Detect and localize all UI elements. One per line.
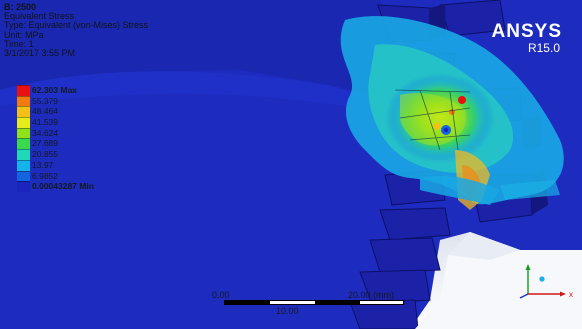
legend-row: 0.00043287 Min <box>17 181 157 192</box>
legend-label: 55.379 <box>32 95 58 106</box>
legend-swatch <box>17 106 30 118</box>
scale-ruler: 0.00 20.00 (mm) 10.00 <box>210 290 420 320</box>
result-type: Type: Equivalent (von-Mises) Stress <box>4 20 149 31</box>
legend-row: 41.539 <box>17 117 157 128</box>
legend-row: 13.97 <box>17 159 157 171</box>
legend-swatch <box>17 181 30 192</box>
logo-version: R15.0 <box>527 41 560 55</box>
legend-row: 55.379 <box>17 95 157 107</box>
legend-label: 48.464 <box>32 106 58 117</box>
result-name: Equivalent Stress <box>4 11 75 22</box>
result-details: B: 2500 Equivalent Stress Type: Equivale… <box>4 2 149 59</box>
scale-mid-label: 10.00 <box>276 306 299 316</box>
legend-row: 34.624 <box>17 127 157 139</box>
result-unit: Unit: MPa <box>4 29 44 40</box>
scale-bar-graphic <box>224 300 404 305</box>
legend-row: 6.9852 <box>17 170 157 182</box>
legend-label: 6.9852 <box>32 170 58 181</box>
legend-swatch <box>17 85 30 96</box>
legend-label: 0.00043287 Min <box>32 181 94 192</box>
result-time: Time: 1 <box>4 38 34 49</box>
legend-row: 48.464 <box>17 106 157 118</box>
legend-label: 27.689 <box>32 138 58 149</box>
legend-swatch <box>17 138 30 150</box>
svg-text:x: x <box>569 290 573 299</box>
legend-label: 34.624 <box>32 127 58 138</box>
legend-swatch <box>17 117 30 128</box>
legend-swatch <box>17 170 30 182</box>
xyz-triad-icon[interactable]: x <box>516 262 580 302</box>
legend-swatch <box>17 127 30 139</box>
result-date: 3/1/2017 3:55 PM <box>4 48 76 59</box>
scale-right-label: 20.00 (mm) <box>348 290 395 300</box>
contour-legend[interactable]: 62.303 Max 55.379 48.464 41.539 34.624 27.689… <box>17 85 157 192</box>
legend-swatch <box>17 159 30 171</box>
logo-brand: ANSYS <box>491 21 562 42</box>
ansys-logo: ANSYS R15.0 <box>492 22 562 55</box>
scale-left-label: 0.00 <box>212 290 230 300</box>
legend-label: 41.539 <box>32 117 58 128</box>
legend-row: 20.855 <box>17 149 157 160</box>
result-title: B: 2500 <box>4 2 37 12</box>
legend-label: 62.303 Max <box>32 85 77 95</box>
legend-swatch <box>17 95 30 107</box>
legend-row: 27.689 <box>17 138 157 150</box>
legend-row: 62.303 Max <box>17 85 157 96</box>
legend-label: 20.855 <box>32 149 58 160</box>
legend-swatch <box>17 149 30 160</box>
legend-label: 13.97 <box>32 159 54 170</box>
